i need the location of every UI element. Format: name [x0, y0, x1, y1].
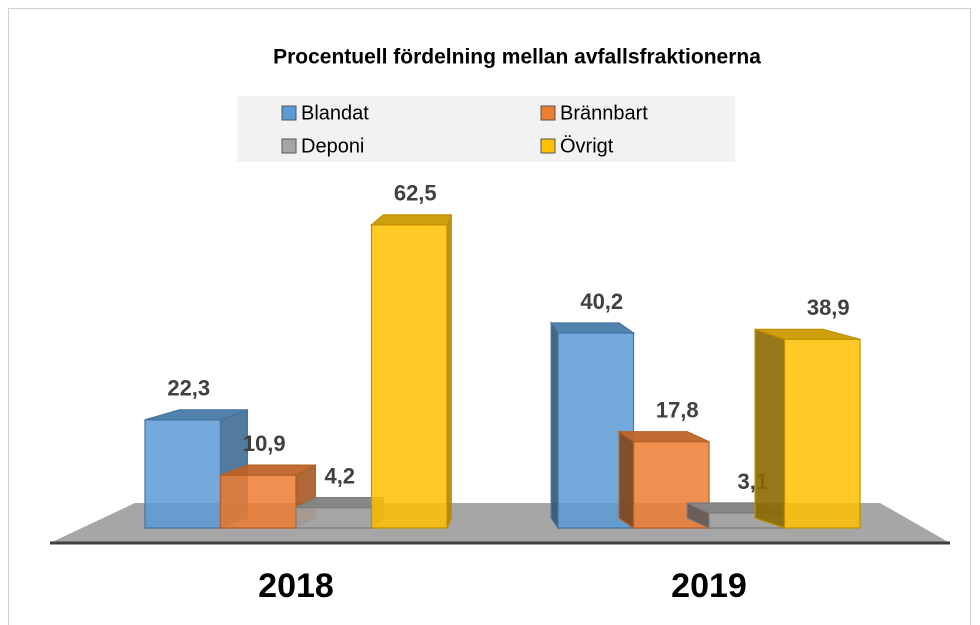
bar — [295, 496, 385, 530]
legend-label: Brännbart — [560, 102, 648, 124]
data-label: 62,5 — [394, 181, 437, 206]
x-tick-label: 2019 — [671, 567, 747, 605]
legend-label: Övrigt — [560, 135, 614, 157]
legend-label: Deponi — [301, 135, 364, 157]
bar-front — [219, 474, 297, 529]
bar-side — [446, 214, 452, 529]
data-label: 4,2 — [324, 463, 355, 488]
bar-front — [295, 507, 373, 529]
chart-title: Procentuell fördelning mellan avfallsfra… — [273, 46, 761, 69]
legend-swatch — [281, 105, 297, 121]
data-label: 38,9 — [807, 295, 850, 320]
bar-top — [550, 322, 636, 334]
legend-swatch — [540, 138, 556, 154]
bar-front — [557, 332, 635, 529]
bar-side — [754, 328, 786, 529]
data-label: 17,8 — [656, 397, 699, 422]
bar-top — [369, 214, 453, 226]
bar-side — [618, 430, 635, 530]
x-tick-label: 2018 — [258, 567, 334, 605]
legend-swatch — [281, 138, 297, 154]
bar-front — [783, 338, 861, 529]
data-label: 40,2 — [580, 289, 623, 314]
data-label: 10,9 — [243, 431, 286, 456]
bar — [550, 321, 636, 530]
bar-front — [370, 224, 448, 529]
legend-label: Blandat — [301, 102, 369, 124]
bar — [754, 328, 861, 529]
bar-side — [550, 321, 559, 530]
bar — [369, 214, 453, 529]
bar-front — [144, 419, 222, 529]
bar — [219, 464, 316, 529]
data-label: 22,3 — [167, 376, 210, 401]
legend-box — [237, 96, 735, 162]
legend-swatch — [540, 105, 556, 121]
